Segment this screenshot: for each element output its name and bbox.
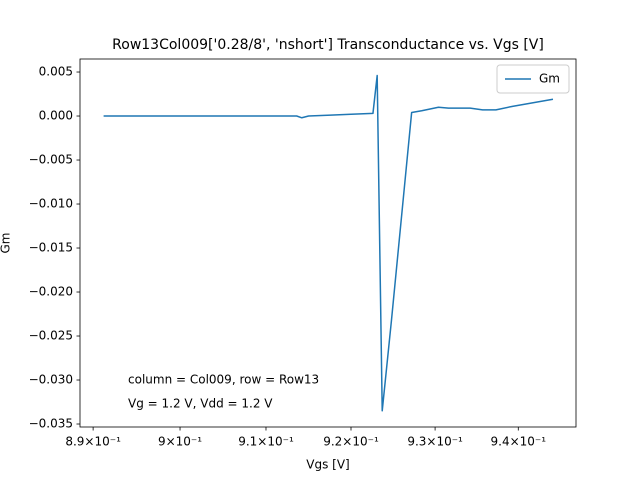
y-tick-label: −0.010 bbox=[29, 197, 73, 211]
x-tick-label: 9.2×10⁻¹ bbox=[323, 435, 379, 449]
y-tick-label: −0.030 bbox=[29, 373, 73, 387]
y-tick-label: 0.000 bbox=[39, 109, 73, 123]
y-tick-label: −0.005 bbox=[29, 153, 73, 167]
y-tick-label: −0.035 bbox=[29, 417, 73, 431]
chart-title: Row13Col009['0.28/8', 'nshort'] Transcon… bbox=[112, 37, 544, 53]
x-tick-label: 9.4×10⁻¹ bbox=[491, 435, 547, 449]
y-tick-label: −0.020 bbox=[29, 285, 73, 299]
x-tick-label: 9.3×10⁻¹ bbox=[407, 435, 463, 449]
x-tick-label: 9×10⁻¹ bbox=[158, 435, 202, 449]
x-axis-label: Vgs [V] bbox=[306, 458, 349, 472]
y-tick-label: 0.005 bbox=[39, 65, 73, 79]
x-tick-label: 9.1×10⁻¹ bbox=[238, 435, 294, 449]
annotation: Vg = 1.2 V, Vdd = 1.2 V bbox=[128, 397, 273, 411]
y-axis-label: Gm bbox=[0, 233, 13, 254]
annotation: column = Col009, row = Row13 bbox=[128, 373, 319, 387]
legend-label: Gm bbox=[539, 72, 560, 86]
legend-box bbox=[496, 64, 570, 94]
y-tick-label: −0.025 bbox=[29, 329, 73, 343]
data-line bbox=[103, 74, 554, 412]
plot-frame bbox=[79, 58, 577, 428]
x-tick-label: 8.9×10⁻¹ bbox=[65, 435, 121, 449]
y-tick-label: −0.015 bbox=[29, 241, 73, 255]
